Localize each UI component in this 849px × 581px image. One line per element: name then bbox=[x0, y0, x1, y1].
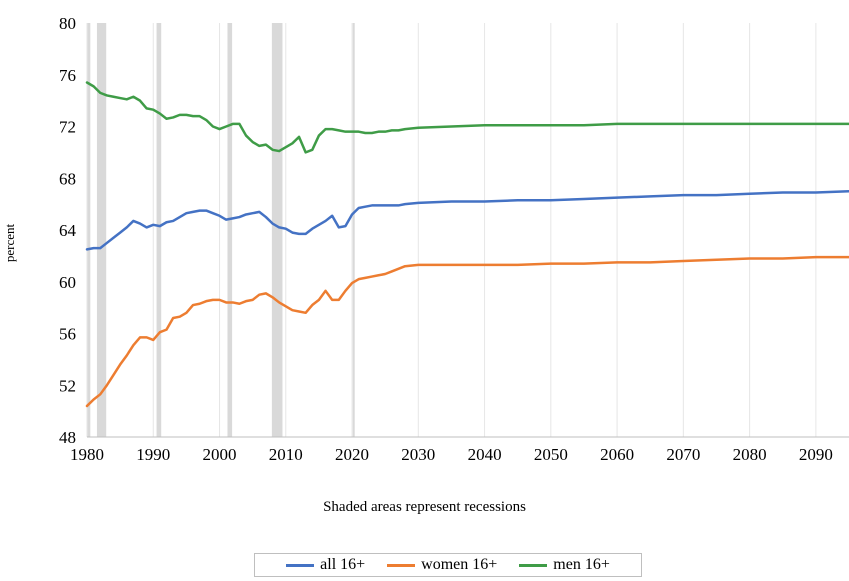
recession-shading bbox=[87, 23, 355, 437]
recession-band-3 bbox=[227, 23, 233, 437]
series-line-2 bbox=[85, 81, 849, 154]
recession-note: Shaded areas represent recessions bbox=[323, 499, 526, 515]
y-tick-label: 68 bbox=[59, 169, 76, 188]
x-tick-label: 2060 bbox=[600, 445, 634, 464]
y-tick-label: 64 bbox=[59, 221, 77, 240]
x-tick-label: 2050 bbox=[534, 445, 568, 464]
y-tick-label: 52 bbox=[59, 376, 76, 395]
x-tick-label: 2010 bbox=[269, 445, 303, 464]
x-tick-label: 2090 bbox=[799, 445, 833, 464]
x-tick-label: 2080 bbox=[733, 445, 767, 464]
recession-band-1 bbox=[96, 23, 107, 437]
legend-item-all: all 16+ bbox=[286, 556, 365, 574]
y-tick-label: 56 bbox=[59, 325, 76, 344]
recession-band-4 bbox=[271, 23, 283, 437]
series-lines bbox=[85, 81, 849, 408]
recession-band-2 bbox=[156, 23, 162, 437]
y-tick-label: 76 bbox=[59, 66, 76, 85]
x-tick-label: 2040 bbox=[468, 445, 502, 464]
recession-band-0 bbox=[87, 23, 91, 437]
y-tick-label: 80 bbox=[59, 14, 76, 33]
series-line-0 bbox=[85, 189, 849, 251]
line-chart: 48 52 56 60 64 68 72 76 80 1980 1990 2000 2010 2020 2… bbox=[2, 14, 849, 464]
legend-label-women: women 16+ bbox=[421, 556, 498, 573]
legend-swatch-all bbox=[286, 563, 315, 567]
legend-swatch-women bbox=[387, 563, 416, 567]
vertical-gridlines bbox=[86, 23, 817, 437]
x-tick-label: 2070 bbox=[666, 445, 700, 464]
x-tick-label: 1980 bbox=[70, 445, 104, 464]
y-tick-label: 48 bbox=[59, 428, 76, 447]
recession-band-5 bbox=[352, 23, 355, 437]
y-axis: 48 52 56 60 64 68 72 76 80 bbox=[59, 14, 77, 447]
y-axis-label: percent bbox=[2, 223, 17, 262]
series-line-1 bbox=[85, 255, 849, 408]
y-tick-label: 60 bbox=[59, 273, 76, 292]
x-tick-label: 2000 bbox=[203, 445, 237, 464]
x-tick-label: 2030 bbox=[401, 445, 435, 464]
x-tick-label: 1990 bbox=[136, 445, 170, 464]
x-axis: 1980 1990 2000 2010 2020 2030 2040 2050 2060 2070… bbox=[70, 436, 849, 464]
legend-swatch-men bbox=[519, 563, 548, 567]
x-tick-label: 2020 bbox=[335, 445, 369, 464]
legend-item-women: women 16+ bbox=[387, 556, 497, 574]
y-tick-label: 72 bbox=[59, 118, 76, 137]
legend: all 16+ women 16+ men 16+ bbox=[254, 553, 642, 577]
legend-label-all: all 16+ bbox=[320, 556, 366, 573]
legend-item-men: men 16+ bbox=[519, 556, 610, 574]
legend-label-men: men 16+ bbox=[553, 556, 610, 573]
